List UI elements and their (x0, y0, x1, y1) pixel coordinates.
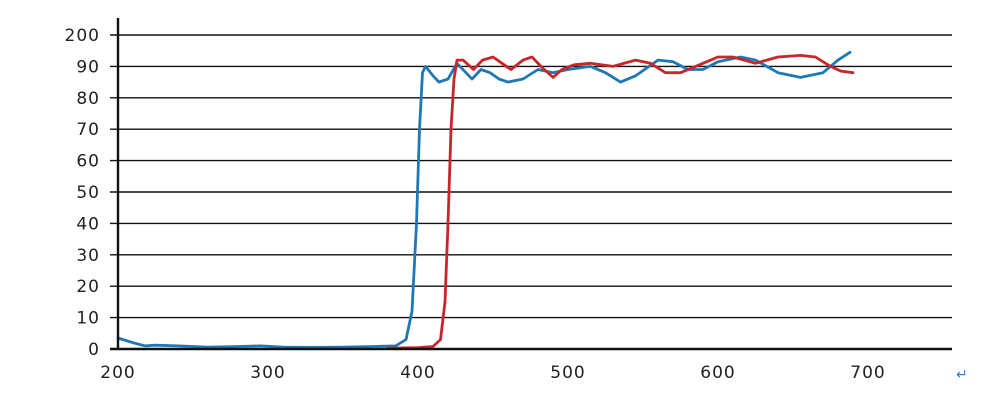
return-mark: ↵ (956, 367, 968, 383)
y-tick-labels: 0 10 20 30 40 50 60 70 80 90 200 (65, 26, 100, 360)
y-tick-label: 60 (76, 152, 100, 172)
y-tick-label: 70 (76, 120, 100, 140)
y-tick-label: 40 (76, 214, 100, 234)
y-tick-label: 20 (76, 277, 100, 297)
y-tick-label: 50 (76, 183, 100, 203)
x-tick-label: 500 (550, 363, 585, 383)
x-tick-label: 200 (100, 363, 135, 383)
x-tick-label: 600 (700, 363, 735, 383)
x-tick-label: 400 (400, 363, 435, 383)
y-tick-label: 90 (76, 57, 100, 77)
gridlines (110, 34, 952, 319)
series-line-1 (116, 50, 852, 349)
series-line-2 (386, 54, 855, 350)
series-lines (116, 50, 855, 350)
y-tick-label: 80 (76, 89, 100, 109)
x-tick-labels: 200 300 400 500 600 700 (100, 363, 885, 383)
y-tick-label: 10 (76, 309, 100, 329)
x-tick-label: 700 (850, 363, 885, 383)
y-tick-label: 30 (76, 246, 100, 266)
x-tick-label: 300 (250, 363, 285, 383)
y-tick-label: 200 (65, 26, 100, 46)
y-tick-label: 0 (88, 340, 100, 360)
